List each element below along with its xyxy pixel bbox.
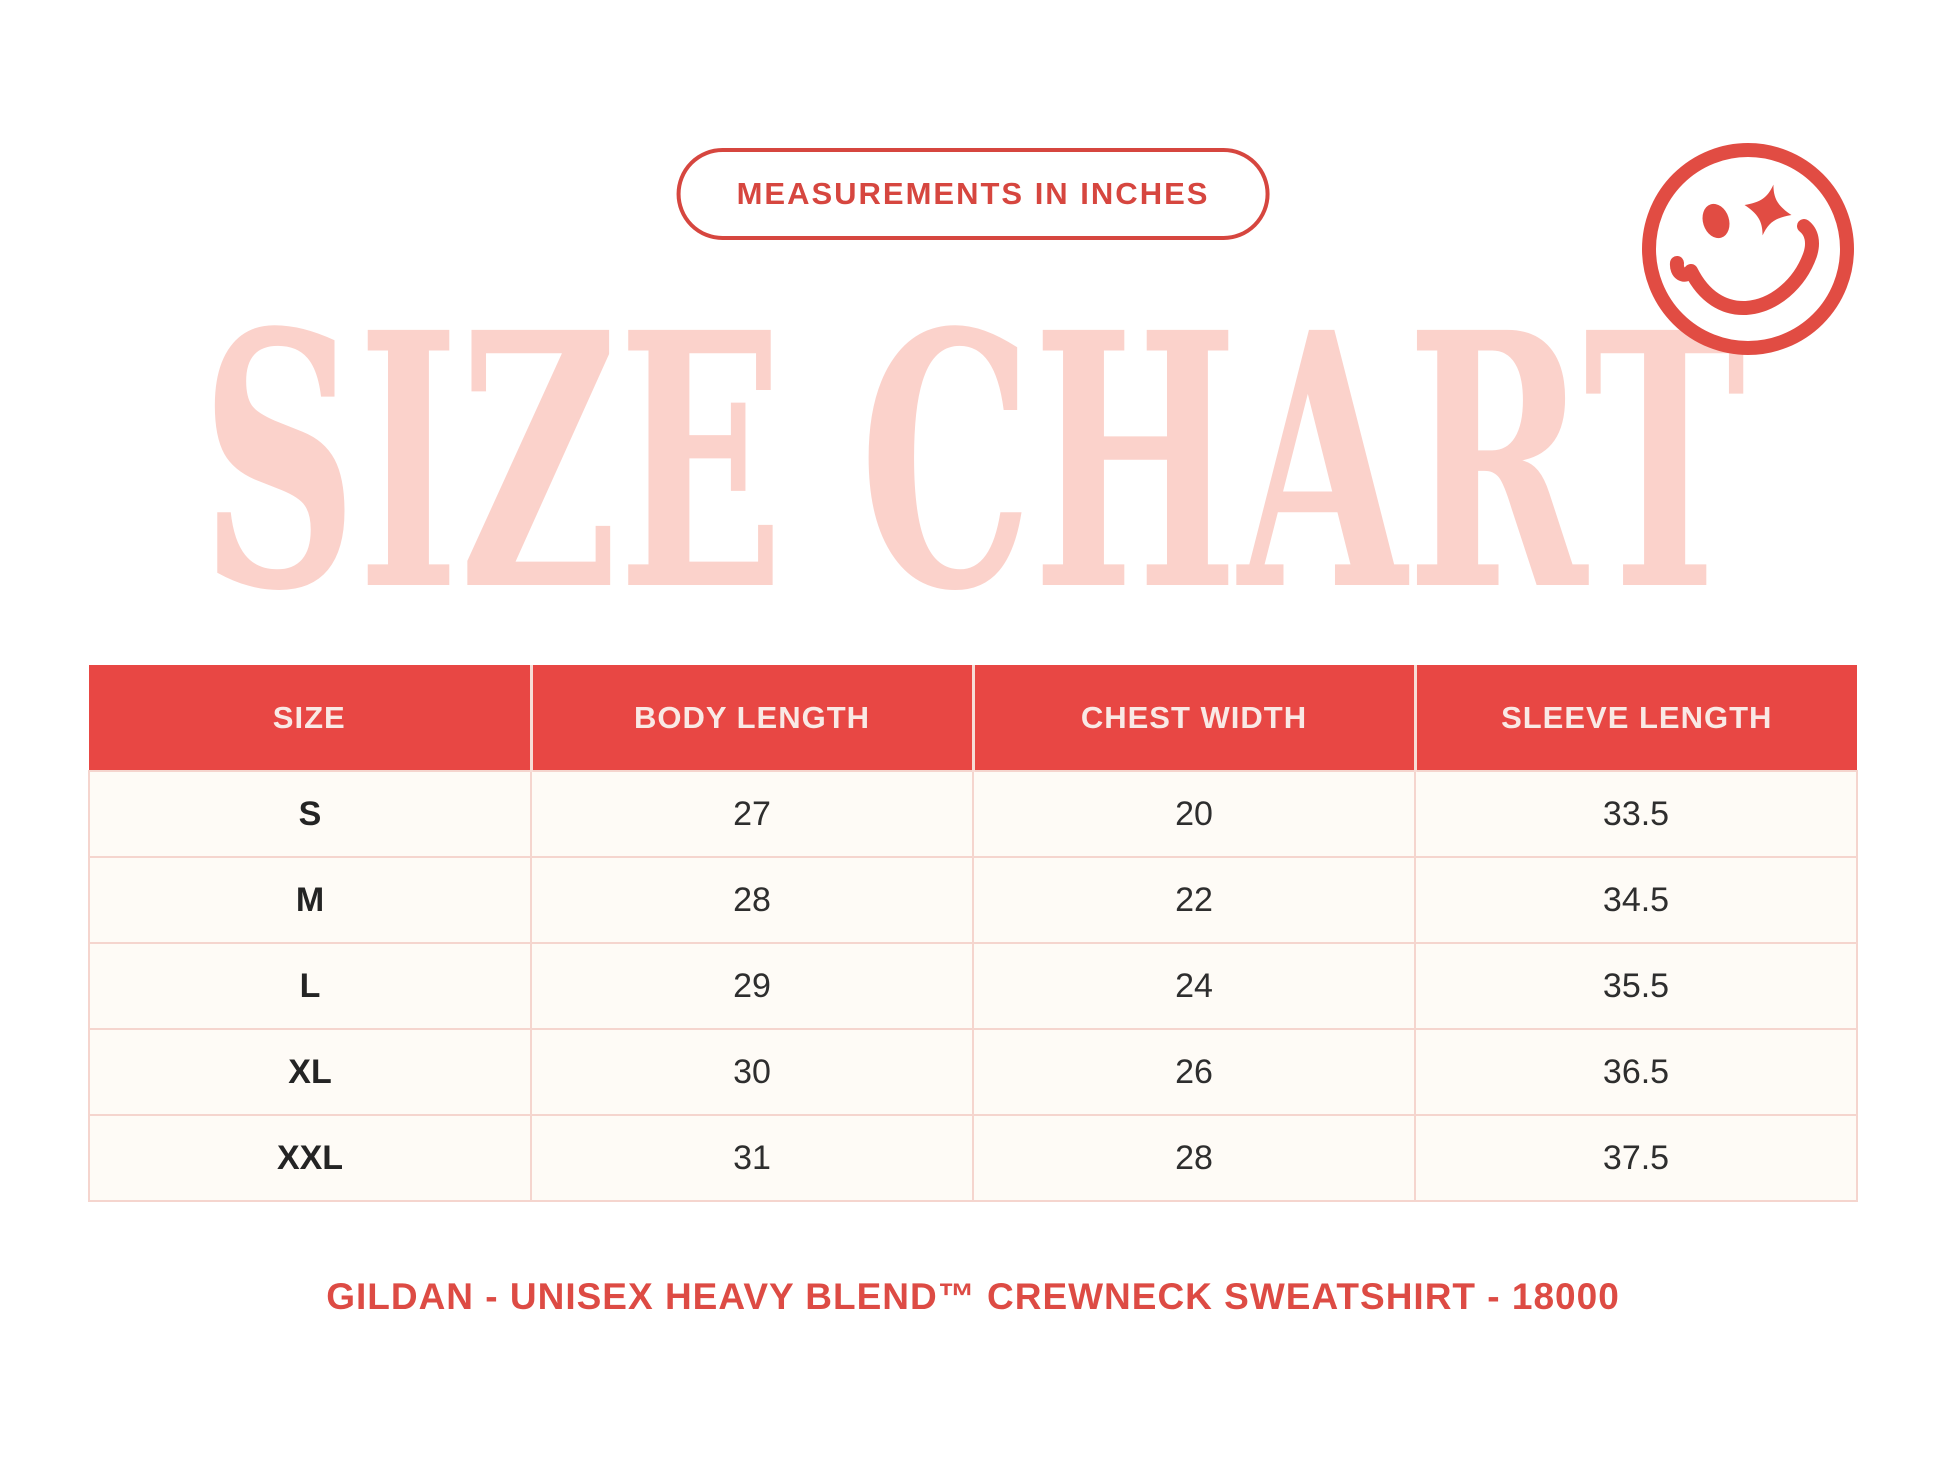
smiley-left-eye xyxy=(1702,203,1730,239)
size-chart-title-graphic: SIZE CHART xyxy=(201,256,1746,650)
sleeve-length-cell: 34.5 xyxy=(1414,856,1858,944)
body-length-cell: 28 xyxy=(530,856,974,944)
winking-smiley-icon xyxy=(1642,143,1854,355)
column-header-chest-width: CHEST WIDTH xyxy=(971,665,1415,771)
sleeve-length-cell: 35.5 xyxy=(1414,942,1858,1030)
size-cell: S xyxy=(88,770,532,858)
body-length-cell: 27 xyxy=(530,770,974,858)
measurements-badge-label: MEASUREMENTS IN INCHES xyxy=(736,176,1210,211)
body-length-cell: 30 xyxy=(530,1028,974,1116)
column-header-body-length: BODY LENGTH xyxy=(529,665,973,771)
chest-width-cell: 24 xyxy=(972,942,1416,1030)
body-length-cell: 31 xyxy=(530,1114,974,1202)
size-cell: L xyxy=(88,942,532,1030)
sleeve-length-cell: 33.5 xyxy=(1414,770,1858,858)
size-cell: XL xyxy=(88,1028,532,1116)
table-row: L 29 24 35.5 xyxy=(88,942,1858,1030)
size-table-container: SIZE BODY LENGTH CHEST WIDTH SLEEVE LENG… xyxy=(88,665,1858,1202)
table-header-row: SIZE BODY LENGTH CHEST WIDTH SLEEVE LENG… xyxy=(89,665,1857,771)
table-row: M 28 22 34.5 xyxy=(88,856,1858,944)
smiley-mouth xyxy=(1669,219,1819,316)
smiley-sparkle-eye xyxy=(1744,184,1792,236)
chest-width-cell: 28 xyxy=(972,1114,1416,1202)
size-table: SIZE BODY LENGTH CHEST WIDTH SLEEVE LENG… xyxy=(88,665,1858,1202)
table-row: XXL 31 28 37.5 xyxy=(88,1114,1858,1202)
body-length-cell: 29 xyxy=(530,942,974,1030)
sleeve-length-cell: 36.5 xyxy=(1414,1028,1858,1116)
chest-width-cell: 22 xyxy=(972,856,1416,944)
product-name-footer: GILDAN - UNISEX HEAVY BLEND™ CREWNECK SW… xyxy=(326,1276,1620,1317)
smiley-face-outline xyxy=(1642,143,1854,355)
size-cell: M xyxy=(88,856,532,944)
column-header-sleeve-length: SLEEVE LENGTH xyxy=(1413,665,1857,771)
column-header-size: SIZE xyxy=(89,665,531,771)
sleeve-length-cell: 37.5 xyxy=(1414,1114,1858,1202)
chest-width-cell: 20 xyxy=(972,770,1416,858)
size-chart-title: SIZE CHART xyxy=(201,256,1746,650)
measurements-badge: MEASUREMENTS IN INCHES xyxy=(676,148,1270,240)
table-row: S 27 20 33.5 xyxy=(88,770,1858,858)
size-cell: XXL xyxy=(88,1114,532,1202)
table-row: XL 30 26 36.5 xyxy=(88,1028,1858,1116)
chest-width-cell: 26 xyxy=(972,1028,1416,1116)
